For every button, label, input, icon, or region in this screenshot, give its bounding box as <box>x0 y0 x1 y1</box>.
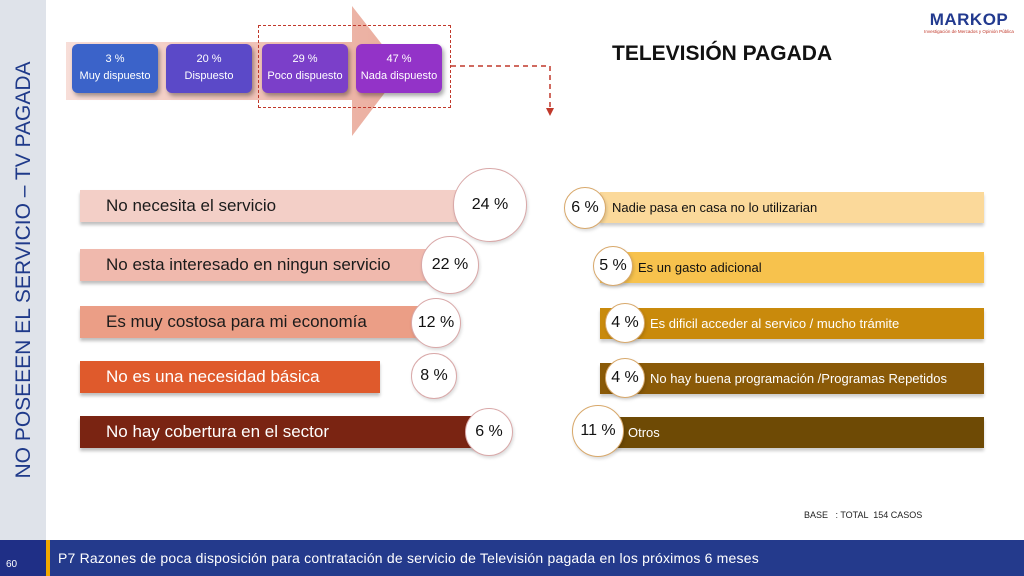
right-reason-percent-circle: 5 % <box>593 246 633 286</box>
left-reason-percent: 22 % <box>431 256 469 273</box>
scale-label: Dispuesto <box>184 70 234 82</box>
question-footer: P7 Razones de poca disposición para cont… <box>46 540 1024 576</box>
right-reason-label: Otros <box>628 425 660 440</box>
left-reason-bar: No hay cobertura en el sector <box>80 416 494 448</box>
left-reason-percent: 24 % <box>471 196 509 213</box>
left-reason-bar: No es una necesidad básica <box>80 361 380 393</box>
vertical-section-title: NO POSEEEN EL SERVICIO – TV PAGADA <box>12 61 35 479</box>
right-reason-bar: No hay buena programación /Programas Rep… <box>600 363 984 394</box>
right-reason-percent: 11 % <box>580 422 616 439</box>
left-reason-percent-circle: 6 % <box>465 408 513 456</box>
scale-percent: 29 % <box>292 53 318 65</box>
right-reason-label: Nadie pasa en casa no lo utilizarian <box>612 200 818 215</box>
scale-label: Muy dispuesto <box>79 70 151 82</box>
scale-box-1: 3 % Muy dispuesto <box>72 44 158 93</box>
right-reason-percent-circle: 6 % <box>564 187 606 229</box>
company-logo: MARKOP Investigación de Mercados y Opini… <box>924 10 1014 34</box>
scale-percent: 3 % <box>105 53 125 65</box>
left-reason-percent-circle: 22 % <box>421 236 479 294</box>
left-reason-percent-circle: 8 % <box>411 353 457 399</box>
left-reason-label: No es una necesidad básica <box>106 367 320 386</box>
right-reason-percent: 4 % <box>611 369 639 386</box>
right-reason-percent: 5 % <box>599 257 627 274</box>
right-reason-label: Es dificil acceder al servico / mucho tr… <box>650 316 900 331</box>
left-reason-label: No hay cobertura en el sector <box>106 422 330 441</box>
right-reason-percent: 6 % <box>571 199 599 216</box>
scale-label: Nada dispuesto <box>360 70 438 82</box>
left-reason-label: No necesita el servicio <box>106 196 277 215</box>
base-note: BASE : TOTAL 154 CASOS <box>804 510 923 520</box>
left-reason-percent: 6 % <box>475 423 503 440</box>
right-reason-bar: Nadie pasa en casa no lo utilizarian <box>600 192 984 223</box>
scale-percent: 20 % <box>196 53 222 65</box>
scale-box-2: 20 % Dispuesto <box>166 44 252 93</box>
side-panel: NO POSEEEN EL SERVICIO – TV PAGADA <box>0 0 46 576</box>
highlight-dashed-box <box>258 25 451 108</box>
left-reason-label: Es muy costosa para mi economía <box>106 312 367 331</box>
left-reason-label: No esta interesado en ningun servicio <box>106 255 391 274</box>
left-reason-bar: No esta interesado en ningun servicio <box>80 249 460 281</box>
scale-box-4: 47 % Nada dispuesto <box>356 44 442 93</box>
right-reason-bar: Es dificil acceder al servico / mucho tr… <box>600 308 984 339</box>
left-reason-percent-circle: 12 % <box>411 298 461 348</box>
scale-label: Poco dispuesto <box>267 70 343 82</box>
left-reason-bar: No necesita el servicio <box>80 190 490 222</box>
dashed-connector <box>451 65 551 112</box>
left-reason-percent: 8 % <box>420 367 448 384</box>
right-reason-percent: 4 % <box>611 314 639 331</box>
right-reason-label: Es un gasto adicional <box>638 260 762 275</box>
right-reason-label: No hay buena programación /Programas Rep… <box>650 371 948 386</box>
logo-subtitle: Investigación de Mercados y Opinión Públ… <box>924 29 1014 34</box>
right-reason-percent-circle: 11 % <box>572 405 624 457</box>
left-reason-percent-circle: 24 % <box>453 168 527 242</box>
left-reason-percent: 12 % <box>417 314 455 331</box>
scale-box-3: 29 % Poco dispuesto <box>262 44 348 93</box>
right-reason-bar: Otros <box>600 417 984 448</box>
left-reason-bar: Es muy costosa para mi economía <box>80 306 420 338</box>
right-reason-percent-circle: 4 % <box>605 303 645 343</box>
scale-percent: 47 % <box>386 53 412 65</box>
page-number: 60 <box>0 540 46 576</box>
footer-text: P7 Razones de poca disposición para cont… <box>58 550 759 566</box>
logo-text: MARKOP <box>929 10 1009 29</box>
right-reason-bar: Es un gasto adicional <box>600 252 984 283</box>
page-title: TELEVISIÓN PAGADA <box>612 42 833 65</box>
connector-arrowhead <box>546 108 554 116</box>
right-reason-percent-circle: 4 % <box>605 358 645 398</box>
